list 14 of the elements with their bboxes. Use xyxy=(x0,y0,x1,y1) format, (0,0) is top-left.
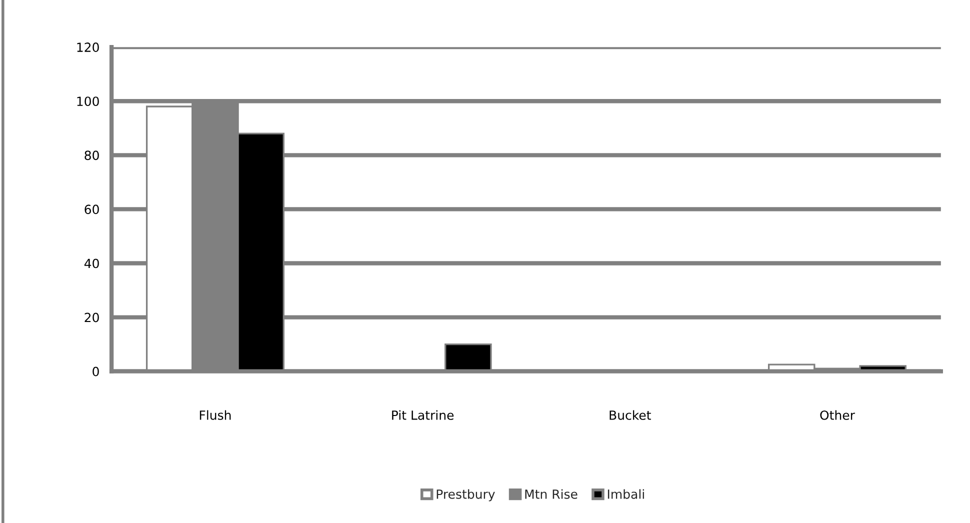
y-tick-label: 80 xyxy=(84,150,99,160)
x-tick-label: Flush xyxy=(200,410,231,420)
y-tick-label: 100 xyxy=(77,96,99,106)
x-tick-label: Other xyxy=(820,410,855,420)
legend-label: Prestbury xyxy=(436,489,495,502)
x-tick-label: Bucket xyxy=(610,410,651,420)
y-tick-label: 40 xyxy=(84,258,99,268)
y-tick-label: 0 xyxy=(92,366,99,376)
y-tick-label: 120 xyxy=(77,42,99,52)
y-tick-label: 60 xyxy=(84,204,99,214)
x-tick-label: Pit Latrine xyxy=(392,410,454,420)
legend-label: Imbali xyxy=(608,489,644,499)
y-tick-label: 20 xyxy=(84,312,99,322)
legend-label: Mtn Rise xyxy=(525,489,578,499)
